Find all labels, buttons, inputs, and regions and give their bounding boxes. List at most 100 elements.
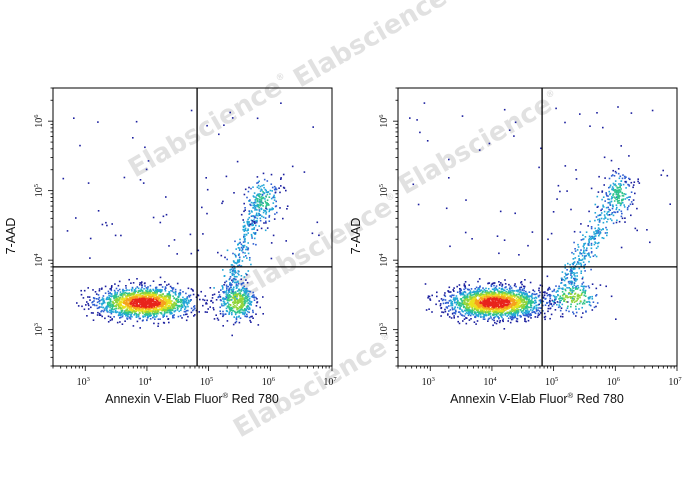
data-point	[162, 309, 165, 312]
data-point	[520, 304, 523, 307]
data-point	[615, 196, 618, 198]
data-point	[254, 206, 257, 209]
data-point	[487, 314, 490, 316]
data-point	[595, 305, 597, 308]
data-point	[155, 289, 158, 291]
data-point	[227, 289, 230, 291]
data-point	[222, 315, 224, 318]
data-point	[507, 314, 510, 316]
data-point	[104, 292, 107, 294]
data-point	[158, 299, 160, 302]
data-point	[562, 294, 564, 297]
data-point	[555, 298, 557, 300]
data-point	[482, 303, 485, 305]
data-point	[119, 314, 121, 316]
data-point	[185, 292, 187, 295]
data-point	[525, 298, 528, 301]
data-point	[487, 320, 489, 322]
data-point	[533, 297, 536, 299]
data-point	[243, 244, 246, 247]
data-point	[526, 304, 528, 307]
data-point	[66, 230, 69, 232]
data-point	[526, 305, 529, 308]
scatter-points	[62, 102, 320, 337]
data-point	[522, 303, 524, 305]
data-point	[518, 293, 521, 295]
data-point	[218, 294, 221, 296]
data-point	[502, 297, 504, 300]
data-point	[492, 324, 494, 327]
data-point	[146, 317, 149, 319]
data-point	[224, 290, 226, 293]
data-point	[502, 310, 504, 312]
data-point	[225, 291, 227, 293]
data-point	[226, 300, 229, 302]
data-point	[147, 307, 150, 310]
data-point	[579, 296, 581, 299]
data-point	[120, 310, 123, 312]
data-point	[256, 117, 259, 120]
data-point	[507, 297, 509, 299]
data-point	[258, 210, 261, 212]
data-point	[584, 255, 586, 257]
data-point	[501, 311, 504, 314]
data-point	[460, 314, 463, 316]
data-point	[516, 303, 519, 306]
data-point	[518, 305, 521, 307]
data-point	[146, 299, 148, 302]
data-point	[162, 305, 164, 307]
data-point	[492, 296, 494, 299]
data-point	[87, 182, 90, 184]
data-point	[459, 292, 462, 294]
data-point	[282, 217, 284, 220]
data-point	[265, 205, 267, 208]
data-point	[471, 294, 474, 296]
data-point	[129, 305, 132, 307]
data-point	[489, 293, 492, 296]
data-point	[265, 211, 268, 214]
data-point	[260, 207, 263, 210]
data-point	[154, 318, 156, 320]
data-point	[239, 292, 241, 294]
data-point	[152, 316, 154, 319]
data-point	[172, 287, 174, 290]
data-point	[502, 308, 505, 311]
data-point	[574, 275, 576, 277]
data-point	[215, 299, 218, 301]
data-point	[500, 288, 503, 290]
data-point	[585, 301, 588, 303]
data-point	[254, 209, 256, 211]
data-point	[553, 300, 556, 303]
data-point	[485, 314, 488, 317]
data-point	[427, 295, 430, 297]
data-point	[569, 263, 571, 266]
data-point	[428, 295, 431, 298]
data-point	[592, 301, 595, 303]
data-point	[530, 306, 533, 309]
data-point	[538, 294, 541, 297]
data-point	[247, 293, 250, 295]
data-point	[99, 314, 102, 316]
data-point	[222, 200, 224, 203]
data-point	[145, 305, 148, 308]
data-point	[130, 300, 132, 303]
data-point	[449, 295, 451, 297]
data-point	[494, 289, 496, 291]
data-point	[444, 308, 446, 311]
data-point	[148, 294, 151, 296]
data-point	[502, 294, 505, 297]
data-point	[174, 303, 177, 305]
data-point	[563, 297, 565, 299]
data-point	[113, 316, 115, 318]
data-point	[113, 308, 116, 310]
data-point	[244, 239, 246, 241]
data-point	[442, 302, 445, 305]
data-point	[523, 314, 525, 317]
data-point	[487, 318, 490, 321]
data-point	[236, 308, 239, 310]
data-point	[234, 281, 236, 284]
data-point	[489, 304, 491, 306]
data-point	[104, 317, 106, 320]
data-point	[237, 299, 239, 302]
data-point	[464, 287, 467, 290]
